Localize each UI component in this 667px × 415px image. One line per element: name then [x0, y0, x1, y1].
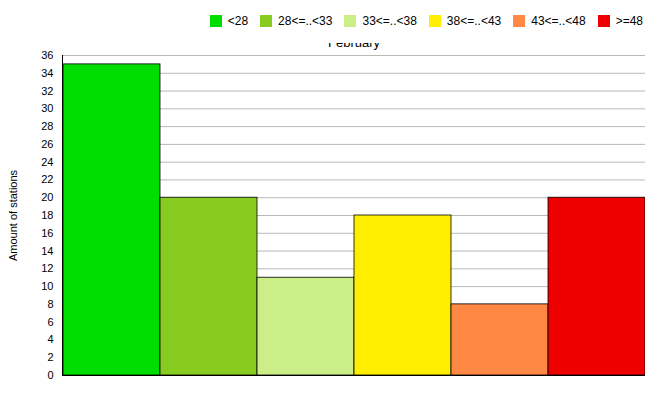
html-text:>=48: >=48 — [615, 13, 643, 28]
svg-text:February: February — [328, 43, 381, 50]
svg-text:20: 20 — [41, 191, 53, 203]
html-text:<28: <28 — [227, 13, 249, 28]
svg-text:2: 2 — [47, 351, 53, 363]
html-text:43<=..<48: 43<=..<48 — [531, 13, 586, 28]
svg-text:10: 10 — [41, 280, 53, 292]
svg-text:14: 14 — [41, 245, 53, 257]
svg-text:30: 30 — [41, 102, 53, 114]
svg-text:12: 12 — [41, 262, 53, 274]
html-text:33<=..<38: 33<=..<38 — [362, 13, 417, 28]
svg-text:4: 4 — [47, 333, 53, 345]
svg-text:28: 28 — [41, 120, 53, 132]
svg-text:32: 32 — [41, 85, 53, 97]
svg-text:36: 36 — [41, 49, 53, 61]
svg-text:0: 0 — [47, 369, 53, 381]
html-text:28<=..<33: 28<=..<33 — [278, 13, 333, 28]
svg-text:34: 34 — [41, 67, 53, 79]
svg-text:24: 24 — [41, 156, 53, 168]
svg-text:16: 16 — [41, 227, 53, 239]
svg-text:8: 8 — [47, 298, 53, 310]
svg-text:22: 22 — [41, 173, 53, 185]
svg-text:26: 26 — [41, 138, 53, 150]
svg-text:Amount of stations: Amount of stations — [7, 169, 19, 261]
svg-text:18: 18 — [41, 209, 53, 221]
html-text:38<=..<43: 38<=..<43 — [446, 13, 502, 28]
svg-text:6: 6 — [47, 316, 53, 328]
